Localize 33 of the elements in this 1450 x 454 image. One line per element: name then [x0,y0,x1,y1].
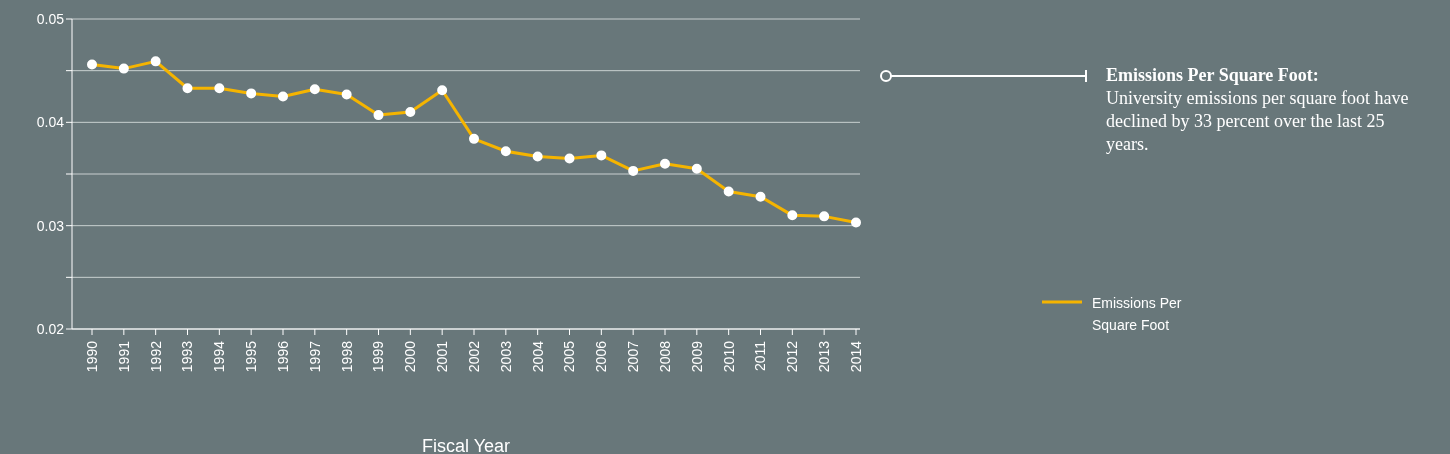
y-tick-label: 0.03 [36,217,65,234]
x-tick-label: 2005 [561,340,578,373]
y-tick-label: 0.04 [36,114,65,131]
text: Emissions Per Square Foot: [1106,64,1320,87]
x-tick-label: 2000 [402,340,419,373]
x-tick-label: 2009 [688,340,705,373]
text: University emissions per square foot have declined by 33 percent over the last 25 years. [1106,88,1409,154]
x-axis-title: Fiscal Year [421,436,511,454]
legend-label: Emissions Per Square Foot [1092,294,1183,335]
x-tick-label: 2003 [497,340,514,373]
x-tick-label: 2007 [625,340,642,373]
x-tick-label: 2013 [816,340,833,373]
x-tick-label: 2010 [720,340,737,373]
x-tick-label: 2011 [752,340,769,372]
x-tick-label: 2008 [656,340,673,373]
x-tick-label: 1999 [370,340,387,373]
x-tick-label: 1996 [274,340,291,373]
y-tick-label: 0.02 [36,320,65,337]
x-tick-label: 2014 [847,340,864,373]
x-tick-label: 2012 [784,340,801,373]
x-tick-label: 2002 [465,340,482,373]
x-tick-label: 2006 [593,340,610,373]
y-tick-label: 0.05 [36,10,65,27]
x-tick-label: 1997 [306,340,323,373]
x-tick-label: 1992 [147,340,164,373]
x-tick-label: 2001 [434,340,451,373]
x-tick-label: 1991 [115,340,132,373]
x-tick-label: 1993 [179,340,196,373]
x-tick-label: 2004 [529,340,546,373]
x-tick-label: 1998 [338,340,355,373]
x-tick-label: 1995 [243,340,260,373]
x-tick-label: 1994 [211,340,228,373]
x-tick-label: 1990 [83,340,100,373]
